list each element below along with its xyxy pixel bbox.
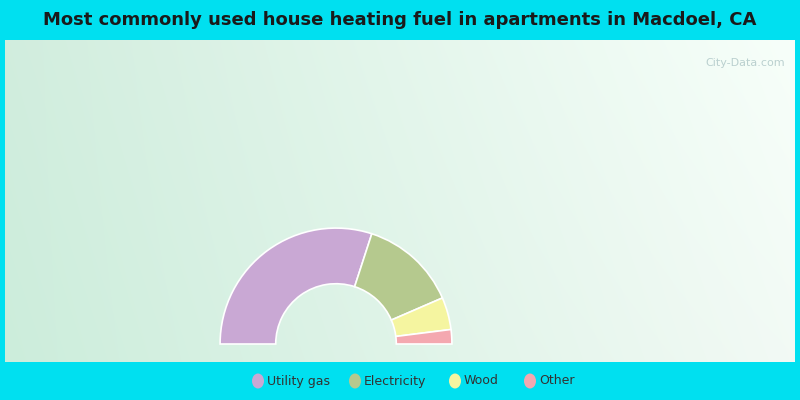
Ellipse shape [524, 374, 536, 388]
Text: Wood: Wood [464, 374, 499, 388]
Ellipse shape [252, 374, 264, 388]
Ellipse shape [349, 374, 361, 388]
Wedge shape [396, 330, 452, 344]
Text: City-Data.com: City-Data.com [706, 58, 785, 68]
Wedge shape [220, 228, 372, 344]
Text: Other: Other [539, 374, 574, 388]
Text: Electricity: Electricity [364, 374, 426, 388]
Text: Most commonly used house heating fuel in apartments in Macdoel, CA: Most commonly used house heating fuel in… [43, 11, 757, 29]
Wedge shape [354, 234, 442, 320]
Wedge shape [391, 298, 451, 336]
Ellipse shape [449, 374, 461, 388]
Text: Utility gas: Utility gas [267, 374, 330, 388]
